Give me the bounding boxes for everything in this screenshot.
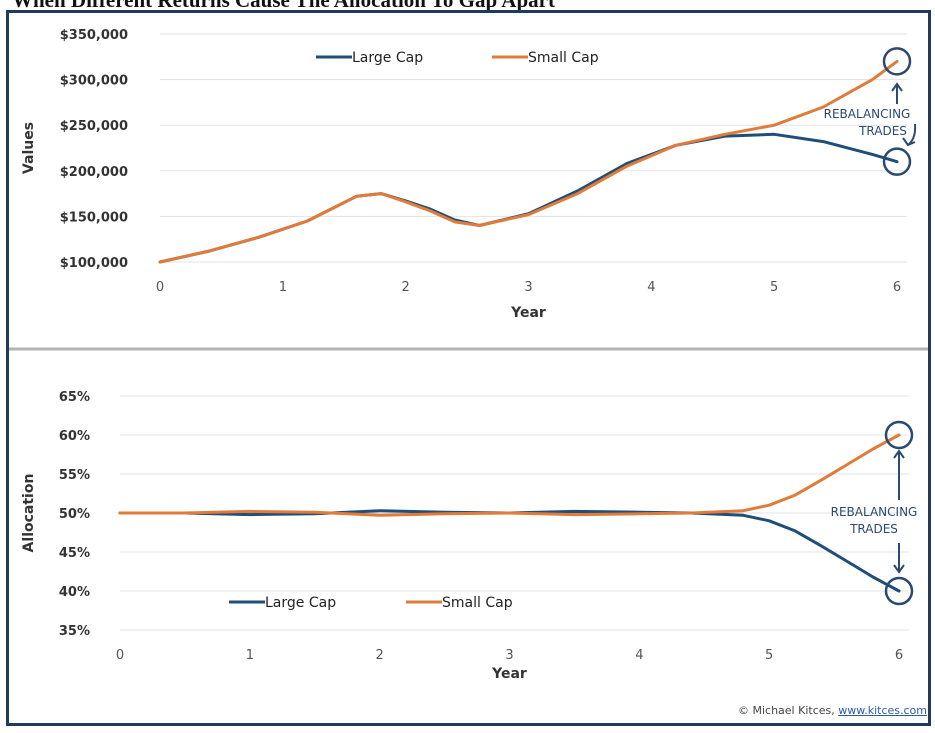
c2-y-tick-label: 65%	[59, 390, 90, 405]
c2-endpoint-circle-top	[884, 420, 914, 450]
c1-endpoint-circle-bottom	[882, 147, 912, 176]
c1-x-tick-label: 4	[647, 280, 655, 295]
c2-y-tick-label: 60%	[59, 429, 90, 444]
c1-annotation-arrowhead-up	[891, 82, 903, 92]
c2-x-tick-label: 2	[376, 648, 384, 663]
credit-line: © Michael Kitces, www.kitces.com	[738, 704, 927, 717]
c1-y-tick-label: $200,000	[60, 165, 128, 180]
c2-annotation-line-2: TRADES	[849, 522, 898, 536]
c1-y-axis-title: Values	[21, 122, 37, 174]
c2-annotation-line-1: REBALANCING	[831, 505, 918, 519]
c1-x-tick-label: 2	[402, 280, 410, 295]
c1-y-tick-label: $100,000	[60, 256, 128, 271]
c1-x-tick-label: 5	[770, 280, 778, 295]
c1-legend-label-small-cap: Small Cap	[528, 50, 599, 66]
c2-annotation-arrowhead-down	[893, 564, 905, 574]
c2-x-tick-label: 4	[635, 648, 643, 663]
c1-x-tick-label: 3	[524, 280, 532, 295]
c2-series-line-large-cap	[118, 509, 901, 593]
c1-series-line-small-cap	[158, 59, 899, 264]
c1-x-tick-label: 0	[156, 280, 164, 295]
credit-text: © Michael Kitces,	[737, 704, 835, 717]
c2-y-tick-label: 35%	[59, 624, 90, 639]
c2-x-tick-label: 6	[895, 648, 903, 663]
c1-y-tick-label: $150,000	[60, 210, 128, 225]
c2-y-tick-label: 40%	[59, 585, 90, 600]
c1-x-axis-title: Year	[510, 305, 546, 321]
page-title: When Different Returns Cause The Allocat…	[12, 0, 555, 12]
c1-series-line-large-cap	[158, 132, 899, 264]
c1-annotation-arrowhead-down	[902, 137, 916, 147]
c2-y-tick-label: 50%	[59, 507, 90, 522]
c2-x-tick-label: 5	[765, 648, 773, 663]
c2-x-tick-label: 1	[246, 648, 254, 663]
c1-x-tick-label: 1	[279, 280, 287, 295]
c2-x-tick-label: 3	[505, 648, 513, 663]
c1-annotation-line-2: TRADES	[858, 124, 907, 138]
c2-y-tick-label: 45%	[59, 546, 90, 561]
c2-legend-label-small-cap: Small Cap	[442, 595, 513, 611]
c1-annotation-arrow-down	[908, 123, 917, 145]
c2-series-line-small-cap	[118, 433, 901, 517]
c2-endpoint-circle-bottom	[884, 576, 914, 606]
c1-annotation-line-1: REBALANCING	[824, 107, 911, 121]
c2-annotation-arrowhead-up	[893, 449, 905, 459]
c1-y-tick-label: $300,000	[60, 74, 128, 89]
c2-y-tick-label: 55%	[59, 468, 90, 483]
c1-x-tick-label: 6	[893, 280, 901, 295]
c1-y-tick-label: $350,000	[60, 28, 128, 43]
c1-y-tick-label: $250,000	[60, 119, 128, 134]
c1-legend-label-large-cap: Large Cap	[352, 50, 423, 66]
credit-link[interactable]: www.kitces.com	[838, 704, 927, 717]
chart-frame	[6, 10, 931, 726]
c2-legend-label-large-cap: Large Cap	[265, 595, 336, 611]
c2-x-tick-label: 0	[116, 648, 124, 663]
c2-x-axis-title: Year	[491, 666, 527, 682]
c2-y-axis-title: Allocation	[21, 474, 37, 553]
c1-endpoint-circle-top	[882, 47, 912, 76]
